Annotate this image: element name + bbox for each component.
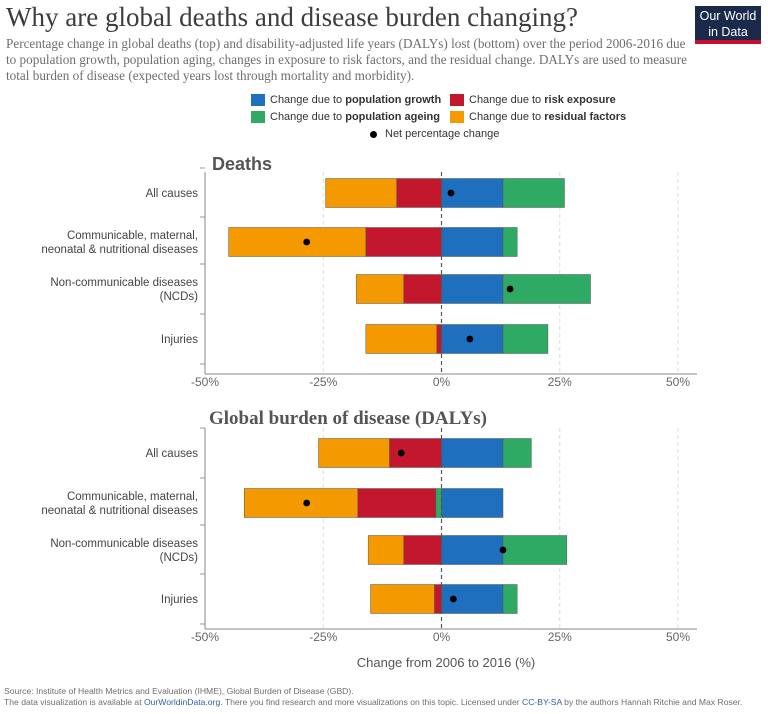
footer: Source: Institute of Health Metrics and … — [4, 686, 742, 708]
deaths-bar-injuries-risk — [436, 324, 442, 354]
deaths-panel-title: Deaths — [212, 154, 272, 174]
logo-line-2: in Data — [708, 25, 748, 39]
deaths-bar-communicable-maternal-residual — [228, 227, 367, 257]
deaths-bar-communicable-maternal-ageing — [502, 227, 518, 257]
legend-risk-prefix: Change due to — [469, 94, 545, 106]
deaths-category-label-3: Injuries — [161, 334, 198, 346]
owid-link[interactable]: OurWorldinData.org — [143, 697, 221, 707]
dalys-bar-all-causes-risk — [389, 438, 442, 468]
deaths-bar-all-causes-residual — [325, 178, 397, 208]
deaths-bar-all-causes-ageing — [502, 178, 565, 208]
legend-item-residual[interactable]: Change due to residual factors — [450, 111, 626, 123]
dalys-bar-non-communicable-diseases-ageing — [502, 535, 568, 565]
dalys-category-label-2: Non-communicable diseases (NCDs) — [50, 538, 198, 564]
deaths-net-point-2 — [506, 285, 514, 293]
deaths-tick-label-3: 25% — [548, 375, 572, 389]
legend-swatch-growth — [251, 94, 265, 106]
legend-item-ageing[interactable]: Change due to population ageing — [251, 111, 440, 123]
legend-residual-prefix: Change due to — [469, 111, 545, 123]
dalys-tick-label-2: 0% — [433, 630, 451, 644]
license-link[interactable]: CC-BY-SA — [521, 697, 562, 707]
deaths-bar-non-communicable-diseases-risk — [403, 274, 442, 304]
dalys-category-label-0: All causes — [146, 448, 199, 460]
dalys-bar-injuries-residual — [370, 584, 435, 614]
dalys-bar-all-causes-residual — [318, 438, 390, 468]
deaths-bar-non-communicable-diseases-residual — [356, 274, 404, 304]
deaths-bar-injuries-ageing — [502, 324, 549, 354]
deaths-tick-label-2: 0% — [433, 375, 451, 389]
dalys-tick-label-4: 50% — [666, 630, 690, 644]
dalys-x-axis-label: Change from 2006 to 2016 (%) — [357, 655, 536, 670]
deaths-tick-label-0: -50% — [191, 375, 219, 389]
dalys-bar-injuries-risk — [434, 584, 442, 614]
dalys-net-point-1 — [303, 499, 311, 507]
legend-residual-bold: residual factors — [544, 111, 627, 123]
dalys-bar-all-causes-growth — [441, 438, 504, 468]
dalys-bar-non-communicable-diseases-risk — [403, 535, 442, 565]
dalys-net-point-2 — [499, 546, 507, 554]
legend-growth-bold: population growth — [345, 94, 442, 106]
legend-item-growth[interactable]: Change due to population growth — [251, 94, 441, 106]
legend-swatch-risk — [450, 94, 464, 106]
legend-swatch-residual — [450, 111, 464, 123]
legend-ageing-prefix: Change due to — [270, 111, 346, 123]
deaths-category-label-2: Non-communicable diseases (NCDs) — [50, 277, 198, 303]
deaths-net-point-3 — [466, 335, 474, 343]
chart-subtitle: Percentage change in global deaths (top)… — [6, 36, 687, 83]
deaths-bar-non-communicable-diseases-ageing — [502, 274, 591, 304]
legend: Change due to population growth Change d… — [0, 92, 768, 146]
dalys-bar-communicable-maternal-residual — [244, 488, 359, 518]
dalys-bar-all-causes-ageing — [502, 438, 532, 468]
deaths-category-label-0: All causes — [146, 188, 199, 200]
legend-swatch-ageing — [251, 111, 265, 123]
logo-line-1: Our World — [699, 9, 757, 23]
deaths-category-label-1: Communicable, maternal, neonatal & nutrit… — [41, 230, 198, 256]
deaths-tick-label-4: 50% — [666, 375, 690, 389]
dalys-category-label-3: Injuries — [161, 594, 198, 606]
legend-ageing-bold: population ageing — [345, 111, 440, 123]
deaths-bar-communicable-maternal-growth — [441, 227, 504, 257]
dalys-bar-non-communicable-diseases-growth — [441, 535, 504, 565]
owid-logo[interactable]: Our World in Data — [695, 6, 761, 44]
legend-item-risk[interactable]: Change due to risk exposure — [450, 94, 616, 106]
legend-risk-bold: risk exposure — [544, 94, 616, 106]
dalys-bar-communicable-maternal-growth — [441, 488, 504, 518]
deaths-bar-all-causes-risk — [396, 178, 442, 208]
deaths-tick-label-1: -25% — [309, 375, 337, 389]
deaths-bar-injuries-residual — [365, 324, 438, 354]
legend-growth-prefix: Change due to — [270, 94, 346, 106]
dalys-net-point-3 — [449, 595, 457, 603]
dalys-category-label-1: Communicable, maternal, neonatal & nutrit… — [41, 491, 198, 517]
chart-title: Why are global deaths and disease burden… — [6, 2, 579, 32]
dalys-bar-communicable-maternal-ageing — [435, 488, 442, 518]
dalys-tick-label-0: -50% — [191, 630, 219, 644]
dalys-tick-label-1: -25% — [309, 630, 337, 644]
legend-item-net[interactable]: Net percentage change — [367, 128, 499, 140]
legend-dot-net — [370, 130, 377, 138]
deaths-net-point-1 — [303, 238, 311, 246]
legend-net-label: Net percentage change — [385, 128, 500, 140]
source-line: Source: Institute of Health Metrics and … — [4, 686, 354, 696]
license-line: The data visualization is available at O… — [4, 697, 743, 707]
dalys-bar-communicable-maternal-risk — [357, 488, 437, 518]
dalys-bar-injuries-ageing — [502, 584, 518, 614]
deaths-net-point-0 — [447, 189, 455, 197]
dalys-net-point-0 — [397, 449, 405, 457]
dalys-tick-label-3: 25% — [548, 630, 572, 644]
deaths-bar-non-communicable-diseases-growth — [441, 274, 504, 304]
deaths-bar-communicable-maternal-risk — [365, 227, 442, 257]
dalys-panel-title: Global burden of disease (DALYs) — [209, 408, 487, 429]
dalys-bar-non-communicable-diseases-residual — [367, 535, 404, 565]
